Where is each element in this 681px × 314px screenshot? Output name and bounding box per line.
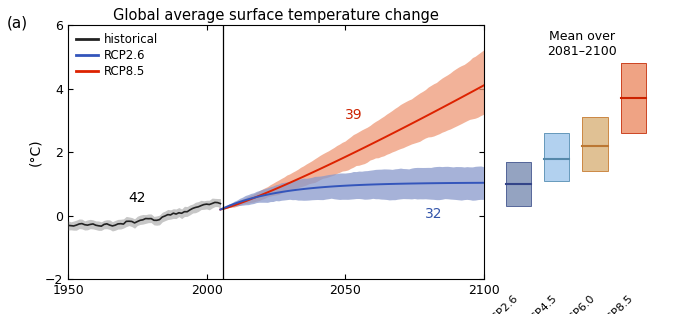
Bar [544, 133, 569, 181]
Text: RCP6.0: RCP6.0 [563, 292, 597, 314]
Bar [582, 117, 607, 171]
Text: RCP2.6: RCP2.6 [486, 292, 520, 314]
Bar [505, 162, 531, 206]
Text: RCP8.5: RCP8.5 [601, 292, 635, 314]
Text: (a): (a) [7, 16, 28, 31]
Title: Global average surface temperature change: Global average surface temperature chang… [113, 8, 439, 23]
Text: 39: 39 [345, 108, 362, 122]
Bar [620, 63, 646, 133]
Text: 42: 42 [129, 191, 146, 205]
Bar [505, 162, 531, 206]
Bar [620, 63, 646, 133]
Y-axis label: (°C): (°C) [28, 138, 42, 166]
Bar [582, 117, 607, 171]
Text: 32: 32 [425, 207, 443, 221]
Bar [544, 133, 569, 181]
Legend: historical, RCP2.6, RCP8.5: historical, RCP2.6, RCP8.5 [74, 31, 160, 81]
Text: Mean over
2081–2100: Mean over 2081–2100 [548, 30, 617, 58]
Text: RCP4.5: RCP4.5 [524, 292, 559, 314]
